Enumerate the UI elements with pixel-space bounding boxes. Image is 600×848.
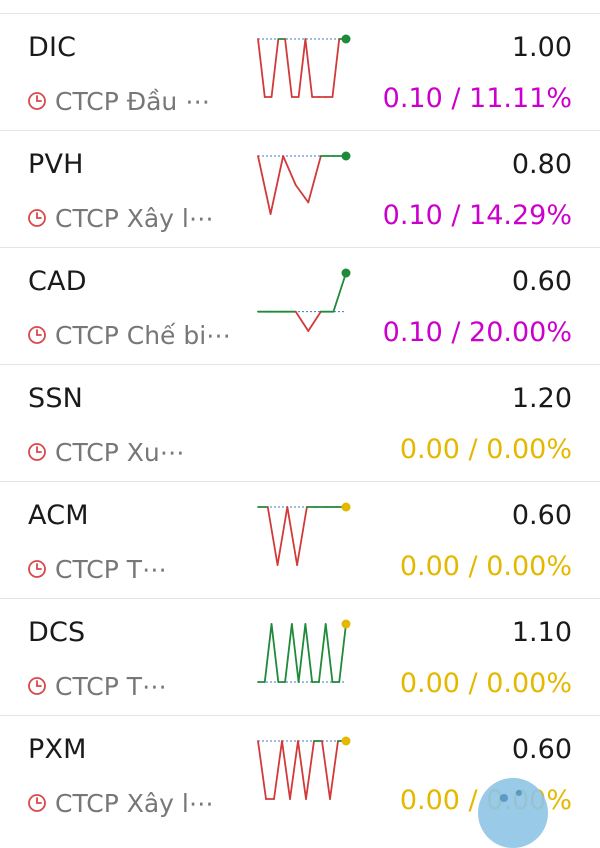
sparkline-segment <box>294 184 310 204</box>
sparkline-chart <box>257 268 351 332</box>
clock-icon <box>28 560 46 578</box>
sparkline-segment <box>266 506 279 566</box>
stock-subtitle: CTCP Đầu ⋯ <box>27 84 210 118</box>
sparkline-segment <box>307 310 322 332</box>
stock-price: 0.80 <box>511 149 572 180</box>
stock-row-pvh[interactable]: PVH CTCP Xây l⋯ 0.80 0.10 / 14.29% <box>0 130 600 247</box>
sparkline-segment <box>273 740 283 800</box>
stock-change: 0.10 / 11.11% <box>382 83 572 114</box>
fab-icon <box>500 794 508 802</box>
sparkline-segment <box>290 623 300 683</box>
stock-price: 0.60 <box>511 500 572 531</box>
stock-price: 1.10 <box>511 617 572 648</box>
clock-icon <box>28 677 46 695</box>
stock-price: 0.60 <box>511 266 572 297</box>
sparkline-segment <box>296 506 308 566</box>
sparkline-last-point <box>341 34 351 44</box>
sparkline-segment <box>297 623 307 683</box>
sparkline-segment <box>304 38 314 98</box>
stock-row-dcs[interactable]: DCS CTCP T⋯ 1.10 0.00 / 0.00% <box>0 598 600 715</box>
sparkline-segment <box>329 740 339 800</box>
sparkline-segment <box>307 155 322 204</box>
sparkline-segment <box>331 38 341 98</box>
stock-subtitle: CTCP Xây l⋯ <box>27 201 214 235</box>
company-name: CTCP Xu⋯ <box>55 437 185 467</box>
stock-price: 1.00 <box>511 32 572 63</box>
company-name: CTCP Đầu ⋯ <box>55 86 211 116</box>
stock-change: 0.00 / 0.00% <box>399 551 572 582</box>
clock-icon <box>28 443 46 461</box>
sparkline-segment <box>281 740 291 800</box>
stock-change: 0.10 / 20.00% <box>382 317 572 348</box>
sparkline-segment <box>270 38 280 98</box>
sparkline-chart <box>257 151 351 215</box>
stock-row-acm[interactable]: ACM CTCP T⋯ 0.60 0.00 / 0.00% <box>0 481 600 598</box>
stock-price: 1.20 <box>511 383 572 414</box>
stock-ticker: DIC <box>28 32 77 63</box>
sparkline-segment <box>294 310 310 332</box>
stock-ticker: SSN <box>28 383 84 414</box>
stock-change: 0.00 / 0.00% <box>399 434 572 465</box>
sparkline-segment <box>297 740 307 800</box>
sparkline-chart <box>257 502 351 566</box>
company-name: CTCP Xây l⋯ <box>55 203 214 233</box>
stock-subtitle: CTCP T⋯ <box>27 552 167 586</box>
sparkline-segment <box>276 506 289 566</box>
stock-ticker: CAD <box>28 266 87 297</box>
clock-icon <box>28 326 46 344</box>
sparkline-chart <box>257 34 351 98</box>
sparkline-segment <box>257 740 267 800</box>
sparkline-chart <box>257 736 351 800</box>
sparkline-segment <box>289 740 299 800</box>
sparkline-chart <box>258 387 358 451</box>
stock-ticker: PXM <box>28 734 87 765</box>
stock-row-cad[interactable]: CAD CTCP Chế bi⋯ 0.60 0.10 / 20.00% <box>0 247 600 364</box>
sparkline-segment <box>332 272 347 313</box>
sparkline-last-point <box>341 151 351 161</box>
sparkline-last-point <box>341 502 351 512</box>
sparkline-last-point <box>341 619 351 629</box>
stock-ticker: DCS <box>28 617 86 648</box>
sparkline-segment <box>269 155 285 215</box>
sparkline-segment <box>318 623 327 683</box>
clock-icon <box>28 794 46 812</box>
stock-subtitle: CTCP Xây l⋯ <box>27 786 214 820</box>
sparkline-segment <box>321 740 331 800</box>
sparkline-segment <box>305 740 315 800</box>
stock-price: 0.60 <box>511 734 572 765</box>
stock-change: 0.00 / 0.00% <box>399 668 572 699</box>
sparkline-segment <box>257 38 266 98</box>
sparkline-segment <box>297 38 307 98</box>
company-name: CTCP Xây l⋯ <box>55 788 214 818</box>
company-name: CTCP T⋯ <box>55 554 168 584</box>
sparkline-segment <box>304 623 314 683</box>
sparkline-segment <box>286 506 299 566</box>
sparkline-chart <box>257 619 351 683</box>
sparkline-segment <box>257 155 272 215</box>
stock-subtitle: CTCP T⋯ <box>27 669 167 703</box>
sparkline-segment <box>270 623 280 683</box>
company-name: CTCP T⋯ <box>55 671 168 701</box>
fab-icon-dot <box>516 790 522 796</box>
sparkline-segment <box>338 623 347 683</box>
stock-subtitle: CTCP Chế bi⋯ <box>27 318 231 352</box>
clock-icon <box>28 209 46 227</box>
stock-subtitle: CTCP Xu⋯ <box>27 435 185 469</box>
sparkline-last-point <box>341 268 351 278</box>
stock-row-dic[interactable]: DIC CTCP Đầu ⋯ 1.00 0.10 / 11.11% <box>0 13 600 130</box>
stock-row-ssn[interactable]: SSN CTCP Xu⋯ 1.20 0.00 / 0.00% <box>0 364 600 481</box>
sparkline-segment <box>324 623 334 683</box>
stock-ticker: ACM <box>28 500 89 531</box>
sparkline-segment <box>284 623 293 683</box>
clock-icon <box>28 92 46 110</box>
company-name: CTCP Chế bi⋯ <box>55 320 232 350</box>
stock-ticker: PVH <box>28 149 84 180</box>
sparkline-segment <box>282 155 297 186</box>
stock-change: 0.10 / 14.29% <box>382 200 572 231</box>
sparkline-last-point <box>341 736 351 746</box>
floating-action-button[interactable] <box>478 778 548 848</box>
sparkline-segment <box>263 623 273 683</box>
stock-list: DIC CTCP Đầu ⋯ 1.00 0.10 / 11.11% PVH CT… <box>0 13 600 832</box>
sparkline-segment <box>284 38 293 98</box>
